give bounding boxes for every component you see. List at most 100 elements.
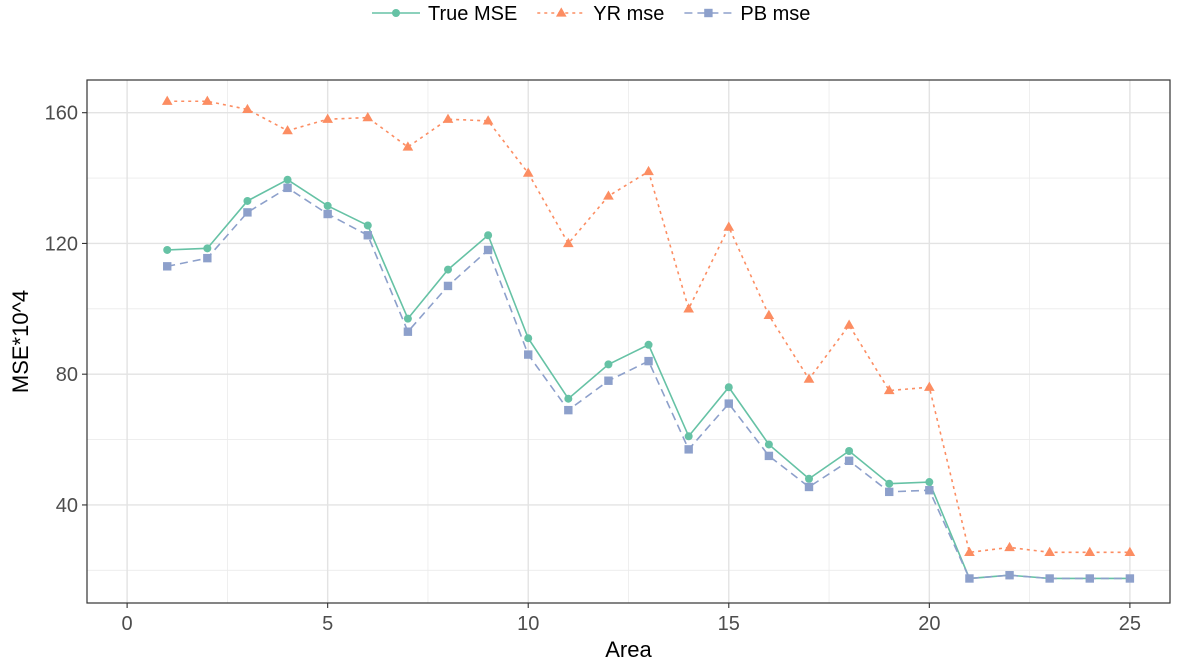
data-point-true-mse — [644, 340, 653, 349]
series-yr-mse — [161, 95, 1136, 556]
legend-item-yr-mse: YR mse — [537, 3, 664, 25]
data-point-yr-mse — [883, 384, 895, 395]
data-point-pb-mse — [403, 327, 413, 336]
data-point-true-mse — [524, 334, 533, 343]
data-point-yr-mse — [402, 141, 414, 151]
data-point-true-mse — [163, 245, 172, 254]
data-point-yr-mse — [964, 546, 975, 556]
data-point-yr-mse — [683, 303, 694, 313]
data-point-true-mse — [203, 244, 212, 253]
data-point-pb-mse — [764, 451, 774, 461]
legend-item-true-mse: True MSE — [372, 3, 517, 25]
x-tick-label: 10 — [517, 613, 539, 635]
data-point-yr-mse — [1004, 541, 1015, 552]
data-point-pb-mse — [1085, 574, 1094, 583]
data-point-true-mse — [243, 196, 252, 205]
data-point-pb-mse — [524, 350, 533, 359]
data-point-pb-mse — [443, 281, 453, 291]
data-point-yr-mse — [924, 381, 935, 391]
data-point-yr-mse — [763, 309, 775, 319]
data-point-true-mse — [684, 432, 693, 441]
data-point-pb-mse — [684, 445, 693, 454]
y-tick-label: 80 — [56, 364, 78, 386]
y-tick-label: 40 — [56, 495, 78, 517]
series-layer — [161, 95, 1136, 583]
series-true-mse — [163, 175, 1134, 583]
data-point-yr-mse — [161, 95, 173, 105]
series-line-true-mse — [167, 178, 1130, 580]
data-point-yr-mse — [643, 165, 654, 176]
data-point-true-mse — [444, 265, 452, 274]
legend: True MSE YR mse PB mse — [372, 3, 810, 25]
data-point-pb-mse — [483, 245, 493, 255]
data-point-yr-mse — [843, 319, 855, 329]
data-point-pb-mse — [564, 405, 573, 415]
data-point-pb-mse — [1125, 574, 1135, 583]
data-point-pb-mse — [925, 486, 934, 495]
data-point-true-mse — [885, 479, 894, 488]
data-point-true-mse — [283, 175, 292, 184]
data-point-yr-mse — [482, 115, 494, 125]
data-point-pb-mse — [1005, 571, 1014, 580]
series-pb-mse — [163, 183, 1135, 583]
x-tick-label: 15 — [718, 613, 740, 635]
data-point-pb-mse — [163, 262, 172, 271]
y-tick-label: 120 — [45, 233, 78, 255]
data-point-pb-mse — [283, 183, 292, 193]
data-point-yr-mse — [1044, 546, 1055, 556]
data-point-pb-mse — [724, 399, 733, 408]
data-point-yr-mse — [723, 221, 735, 231]
legend-label: True MSE — [428, 3, 517, 25]
legend-label: YR mse — [593, 3, 664, 25]
data-point-yr-mse — [282, 125, 293, 135]
data-point-yr-mse — [322, 113, 333, 123]
data-point-pb-mse — [243, 208, 252, 217]
legend-key-marker — [555, 7, 567, 17]
y-tick-label: 160 — [45, 103, 78, 125]
data-point-true-mse — [764, 440, 773, 449]
data-point-pb-mse — [644, 356, 653, 366]
legend-label: PB mse — [740, 3, 810, 25]
data-point-pb-mse — [844, 456, 854, 466]
data-point-yr-mse — [202, 95, 213, 105]
data-point-pb-mse — [363, 231, 372, 240]
data-point-yr-mse — [803, 373, 815, 383]
data-point-pb-mse — [323, 209, 332, 219]
grid-minor — [87, 80, 1170, 603]
series-line-pb-mse — [167, 186, 1130, 580]
legend-key-marker — [392, 9, 400, 17]
x-tick-label: 5 — [322, 613, 333, 635]
x-tick-label: 25 — [1119, 613, 1141, 635]
data-point-true-mse — [845, 447, 854, 456]
legend-item-pb-mse: PB mse — [684, 3, 810, 25]
x-axis: 0 5 10 15 20 25 — [122, 603, 1141, 635]
data-point-true-mse — [323, 201, 332, 210]
data-point-pb-mse — [885, 487, 894, 497]
panel-border — [86, 79, 1171, 604]
data-point-true-mse — [363, 221, 372, 230]
data-point-pb-mse — [1045, 574, 1054, 583]
data-point-true-mse — [925, 478, 934, 487]
data-point-yr-mse — [242, 103, 253, 114]
data-point-yr-mse — [563, 237, 574, 248]
data-point-pb-mse — [203, 253, 212, 263]
data-point-true-mse — [564, 394, 573, 403]
legend-key-marker — [704, 8, 713, 18]
data-point-pb-mse — [804, 482, 814, 492]
data-point-true-mse — [484, 231, 493, 240]
data-point-true-mse — [403, 314, 412, 323]
data-point-pb-mse — [604, 376, 613, 385]
data-point-true-mse — [724, 383, 733, 392]
y-axis: 40 80 120 160 — [45, 103, 87, 517]
data-point-yr-mse — [603, 190, 614, 200]
y-axis-title: MSE*10^4 — [8, 290, 33, 393]
data-point-yr-mse — [1124, 546, 1136, 556]
data-point-yr-mse — [362, 111, 374, 122]
data-point-yr-mse — [522, 167, 534, 177]
data-point-yr-mse — [442, 113, 454, 123]
data-point-yr-mse — [1084, 546, 1096, 556]
data-point-pb-mse — [965, 574, 974, 583]
x-tick-label: 0 — [122, 613, 133, 635]
data-point-true-mse — [805, 474, 813, 483]
